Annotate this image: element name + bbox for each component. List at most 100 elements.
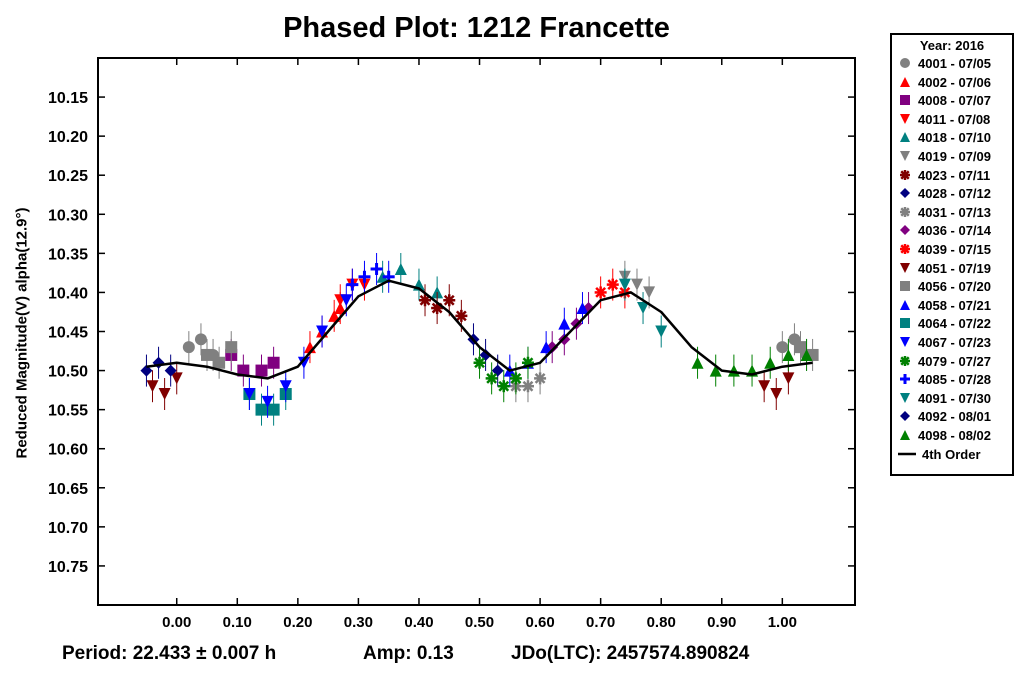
legend-label: 4023 - 07/11: [918, 167, 991, 183]
data-point: [419, 294, 432, 307]
legend-item: 4091 - 07/30: [898, 390, 1012, 408]
y-tick-label: 10.45: [48, 325, 88, 342]
legend-label: 4011 - 07/08: [918, 111, 991, 127]
data-point: [194, 333, 207, 346]
data-point: [800, 348, 813, 361]
legend-label: 4039 - 07/15: [918, 242, 992, 257]
legend-label: 4019 - 07/09: [918, 149, 992, 164]
legend-marker: [900, 281, 910, 292]
data-point: [340, 294, 353, 307]
legend-label: 4018 - 07/10: [918, 130, 992, 146]
data-point: [794, 341, 807, 354]
data-point: [358, 270, 371, 283]
chart-title: Phased Plot: 1212 Francette: [283, 12, 670, 44]
footer: Period: 22.433 ± 0.007 h Amp: 0.13 JDo(L…: [0, 643, 1024, 671]
phased-plot-chart: 0.00 0.10 0.20 0.30 0.40 0.50 0.60 0.70 0.80 0.90…: [48, 57, 856, 631]
legend-label: 4058 - 07/21: [918, 297, 992, 313]
legend-label: 4091 - 07/30: [918, 390, 992, 406]
y-tick-label: 10.55: [48, 403, 88, 420]
legend-label: 4085 - 07/28: [918, 372, 992, 388]
legend-label: 4002 - 07/06: [918, 74, 992, 90]
legend-marker: [900, 244, 910, 254]
data-point: [637, 302, 650, 315]
legend-marker: [900, 132, 910, 143]
data-point: [316, 325, 329, 338]
plot-frame: [97, 57, 856, 606]
legend-marker: [900, 188, 910, 199]
legend-marker: [900, 299, 910, 310]
x-tick-label: 0.40: [404, 614, 433, 631]
legend-item: 4018 - 07/10: [898, 129, 1012, 147]
legend-item: 4019 - 07/09: [898, 148, 1012, 166]
data-point: [509, 372, 522, 385]
x-tick-label: 0.50: [465, 614, 494, 631]
legend-marker: [900, 374, 910, 385]
legend-marker: [900, 411, 910, 422]
legend-marker: [900, 151, 910, 161]
data-point: [776, 341, 789, 354]
y-tick-label: 10.40: [48, 285, 88, 302]
y-tick-label: 10.30: [48, 207, 88, 224]
data-point: [770, 388, 783, 401]
data-point: [213, 356, 226, 369]
legend-label: 4051 - 07/19: [918, 260, 992, 276]
data-point: [576, 302, 589, 315]
data-point: [243, 388, 256, 401]
data-point: [497, 380, 510, 393]
data-point: [540, 341, 553, 354]
legend-label: 4031 - 07/13: [918, 204, 992, 220]
data-point: [255, 403, 268, 416]
y-tick-label: 10.65: [48, 481, 88, 498]
data-point: [630, 278, 643, 291]
y-tick-label: 10.35: [48, 246, 88, 263]
legend-label: 4079 - 07/27: [918, 353, 992, 369]
data-point: [655, 325, 668, 338]
x-tick-label: 0.70: [586, 614, 615, 631]
legend-item: 4028 - 07/12: [898, 185, 1012, 203]
data-point: [146, 380, 159, 393]
data-point: [691, 356, 704, 369]
x-tick-label: 0.30: [344, 614, 373, 631]
data-point: [328, 309, 341, 322]
data-point: [606, 278, 619, 291]
legend-label: 4092 - 08/01: [918, 409, 992, 425]
x-tick-label: 0.90: [707, 614, 736, 631]
legend-label: 4064 - 07/22: [918, 316, 992, 332]
x-tick-label: 0.10: [223, 614, 252, 631]
legend-marker: [900, 430, 910, 440]
legend-label: 4098 - 08/02: [918, 428, 992, 443]
y-tick-label: 10.75: [48, 559, 88, 576]
footer-period: Period: 22.433 ± 0.007 h: [62, 643, 277, 664]
legend-marker: [900, 206, 910, 217]
data-point: [170, 372, 183, 385]
data-point: [297, 356, 310, 369]
legend-marker: [900, 392, 910, 403]
data-point: [485, 372, 498, 385]
data-point: [261, 395, 274, 408]
legend-item: 4036 - 07/14: [898, 222, 1012, 240]
y-tick-label: 10.15: [48, 90, 88, 107]
legend: Year: 2016 4001 - 07/05 4002 - 07/06 4008 …: [890, 33, 1014, 476]
legend-item: 4011 - 07/08: [898, 111, 1012, 129]
legend-item: 4008 - 07/07: [898, 92, 1012, 110]
data-point: [558, 317, 571, 330]
legend-item: 4085 - 07/28: [898, 371, 1012, 389]
legend-marker: [900, 58, 910, 68]
data-point: [267, 403, 280, 416]
data-point: [709, 364, 722, 377]
legend-item: 4092 - 08/01: [898, 408, 1012, 426]
data-point: [534, 372, 547, 385]
y-tick-label: 10.20: [48, 129, 88, 146]
legend-item: 4031 - 07/13: [898, 204, 1012, 222]
data-point: [394, 262, 407, 275]
fit-curve-layer: [146, 279, 813, 380]
legend-item: 4039 - 07/15: [898, 241, 1012, 259]
legend-marker: [900, 262, 910, 273]
data-point: [370, 262, 383, 275]
x-tick-label: 0.20: [283, 614, 312, 631]
axis-ticks: 0.00 0.10 0.20 0.30 0.40 0.50 0.60 0.70 0.80 0.90…: [48, 58, 855, 631]
legend-item: 4064 - 07/22: [898, 315, 1012, 333]
footer-amplitude: Amp: 0.13: [363, 643, 454, 664]
y-tick-label: 10.70: [48, 520, 88, 537]
data-points: [140, 252, 819, 426]
